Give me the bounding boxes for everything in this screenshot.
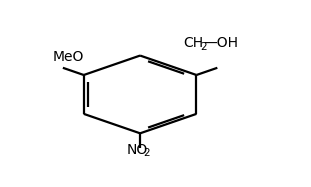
Text: NO: NO: [127, 143, 148, 157]
Text: —OH: —OH: [203, 36, 239, 50]
Text: MeO: MeO: [52, 50, 84, 64]
Text: 2: 2: [143, 148, 149, 158]
Text: CH: CH: [183, 36, 204, 50]
Text: 2: 2: [200, 42, 207, 52]
